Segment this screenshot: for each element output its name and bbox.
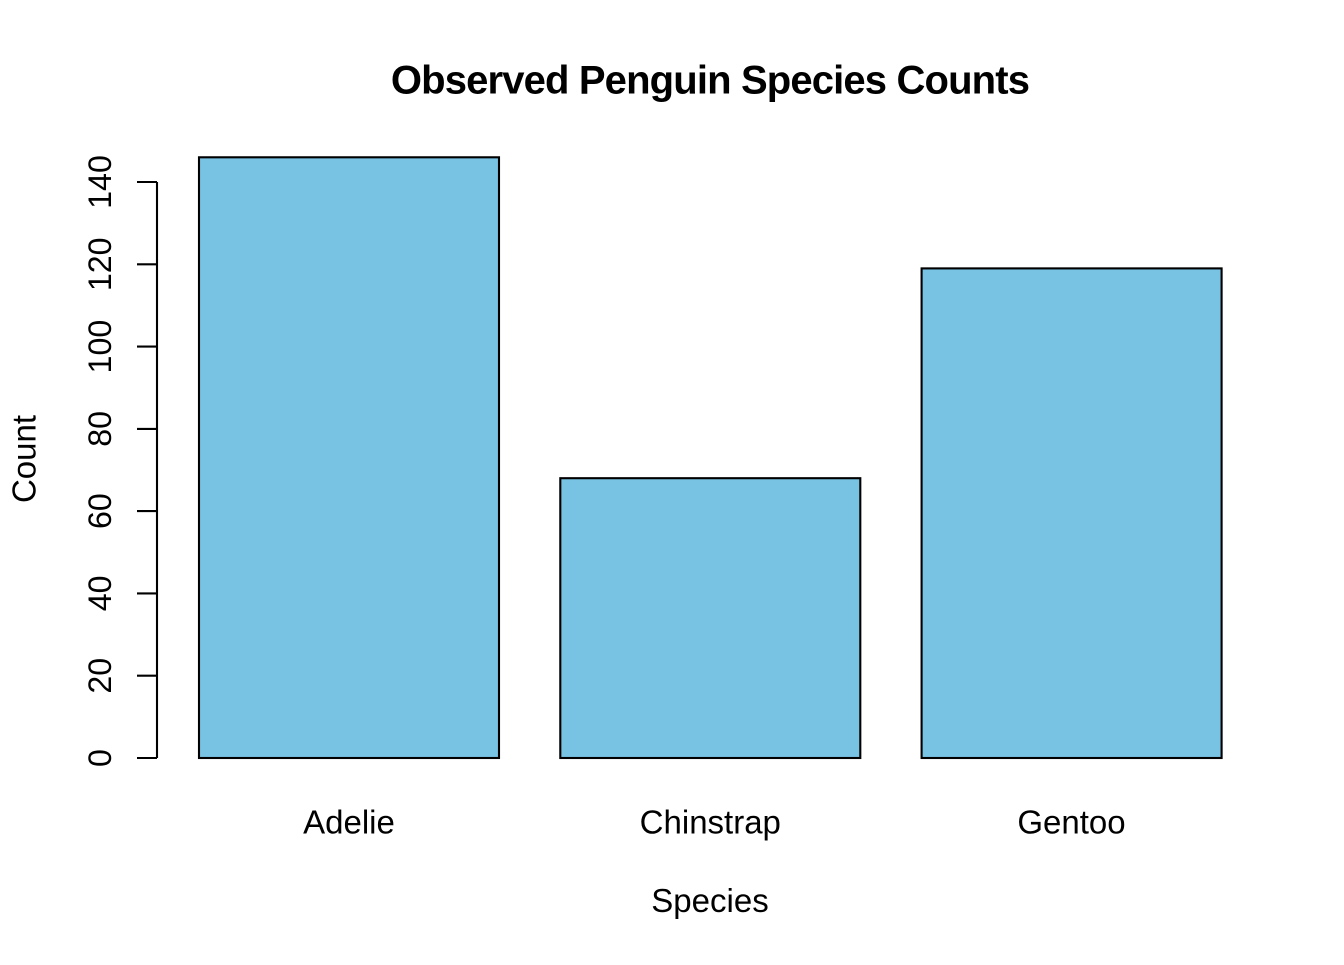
svg-text:20: 20 bbox=[82, 658, 118, 694]
svg-text:0: 0 bbox=[82, 749, 118, 767]
svg-text:Count: Count bbox=[6, 415, 43, 503]
svg-text:Observed Penguin Species Count: Observed Penguin Species Counts bbox=[391, 59, 1029, 103]
svg-text:Gentoo: Gentoo bbox=[1017, 804, 1125, 841]
svg-text:Adelie: Adelie bbox=[303, 804, 395, 841]
svg-text:100: 100 bbox=[82, 320, 118, 374]
svg-text:40: 40 bbox=[82, 575, 118, 611]
svg-text:140: 140 bbox=[82, 155, 118, 209]
svg-text:Chinstrap: Chinstrap bbox=[640, 804, 781, 841]
svg-text:120: 120 bbox=[82, 237, 118, 291]
svg-text:60: 60 bbox=[82, 493, 118, 529]
svg-text:80: 80 bbox=[82, 411, 118, 447]
svg-text:Species: Species bbox=[651, 882, 768, 919]
